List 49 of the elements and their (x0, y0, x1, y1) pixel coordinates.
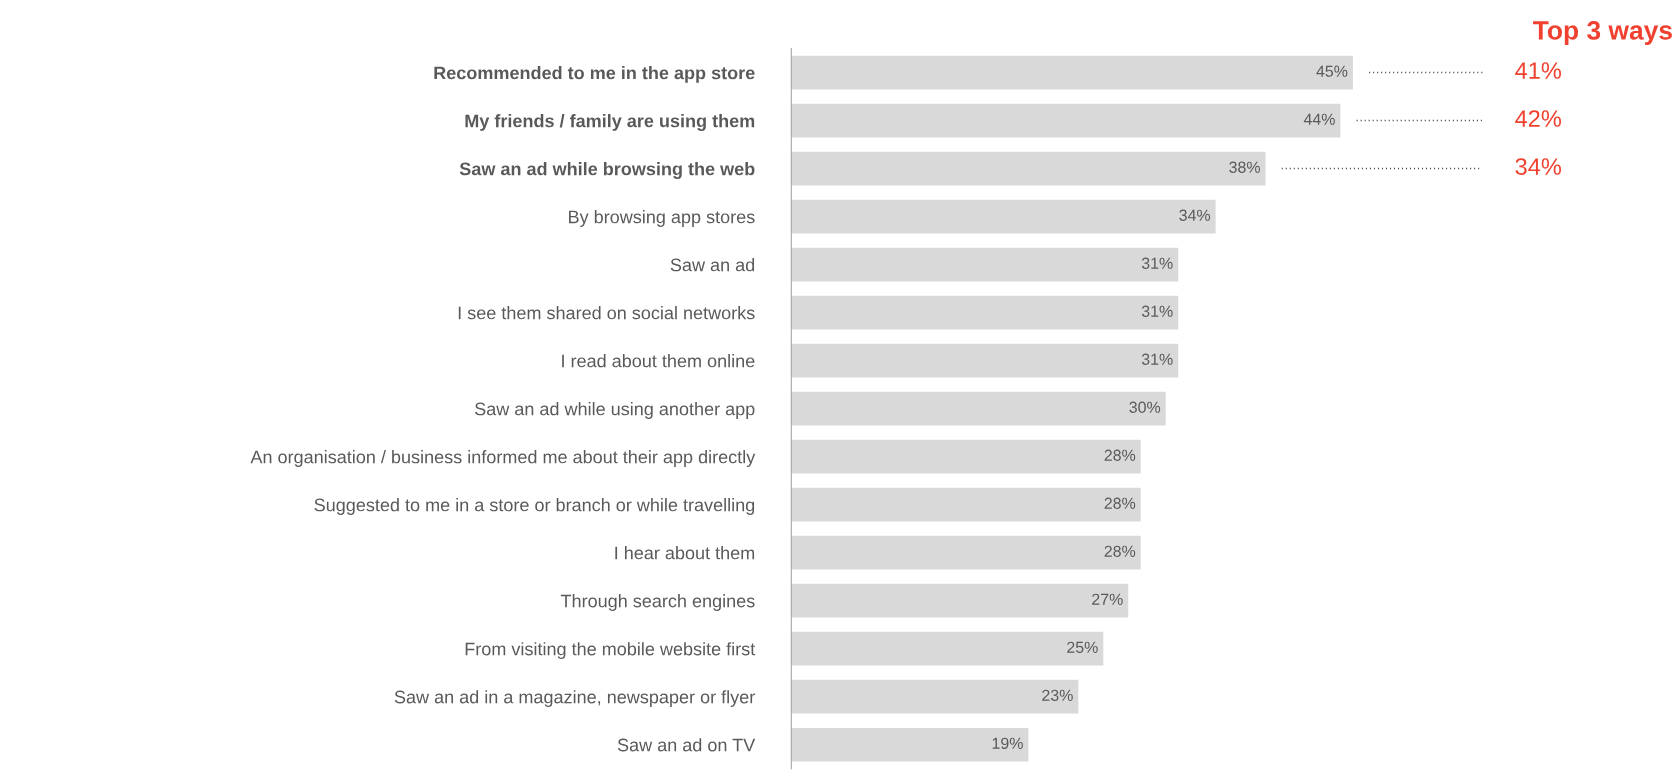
bar (791, 487, 1141, 522)
bar (791, 727, 1029, 762)
y-tick-label: Suggested to me in a store or branch or while travelling (314, 498, 755, 515)
data-label: 25% (1067, 641, 1098, 653)
bar (791, 295, 1179, 330)
bar (791, 151, 1266, 186)
bar (791, 631, 1104, 666)
data-label: 28% (1104, 449, 1136, 461)
text: Top 3 ways (1533, 21, 1672, 45)
bar (791, 55, 1353, 90)
data-label: 45% (1316, 65, 1348, 77)
y-tick-label: From visiting the mobile website first (465, 642, 756, 659)
bar (791, 583, 1129, 618)
data-label: 28% (1104, 497, 1136, 509)
text: 42% (1515, 110, 1562, 127)
data-label: 27% (1092, 593, 1123, 605)
y-tick-label: By browsing app stores (569, 210, 755, 227)
y-tick-label: An organisation / business informed me about their app directly (250, 450, 756, 467)
y-tick-label: Through search engines (560, 594, 755, 611)
y-tick-label: Saw an ad while browsing the web (459, 162, 755, 179)
y-tick-label: Saw an ad while using another app (475, 402, 755, 419)
data-label: 44% (1303, 113, 1335, 125)
data-label: 31% (1141, 257, 1173, 269)
text: 41% (1515, 62, 1562, 79)
bar (791, 343, 1179, 378)
y-tick-label: I read about them online (562, 354, 755, 368)
bar (791, 535, 1141, 570)
bar (791, 439, 1141, 474)
data-label: 34% (1179, 209, 1211, 221)
data-label: 31% (1141, 353, 1173, 365)
y-tick-label: Recommended to me in the app store (434, 66, 755, 83)
y-tick-label: I hear about them (615, 546, 755, 560)
y-tick-label: I see them shared on social networks (458, 306, 755, 320)
bar (791, 391, 1166, 426)
data-label: 28% (1104, 545, 1136, 557)
y-tick-label: My friends / family are using them (465, 114, 755, 131)
bar (791, 679, 1079, 714)
data-label: 31% (1141, 305, 1173, 317)
y-tick-label: Saw an ad on TV (617, 738, 756, 752)
data-label: 30% (1129, 401, 1161, 413)
y-tick-label: Saw an ad in a magazine, newspaper or flyer (394, 690, 755, 707)
data-label: 38% (1229, 161, 1260, 173)
bar (791, 103, 1341, 138)
bar (791, 247, 1179, 282)
bar (791, 199, 1216, 234)
text: 34% (1515, 158, 1562, 175)
data-label: 23% (1042, 689, 1073, 701)
y-tick-label: Saw an ad (670, 258, 755, 272)
data-label: 19% (992, 737, 1023, 749)
